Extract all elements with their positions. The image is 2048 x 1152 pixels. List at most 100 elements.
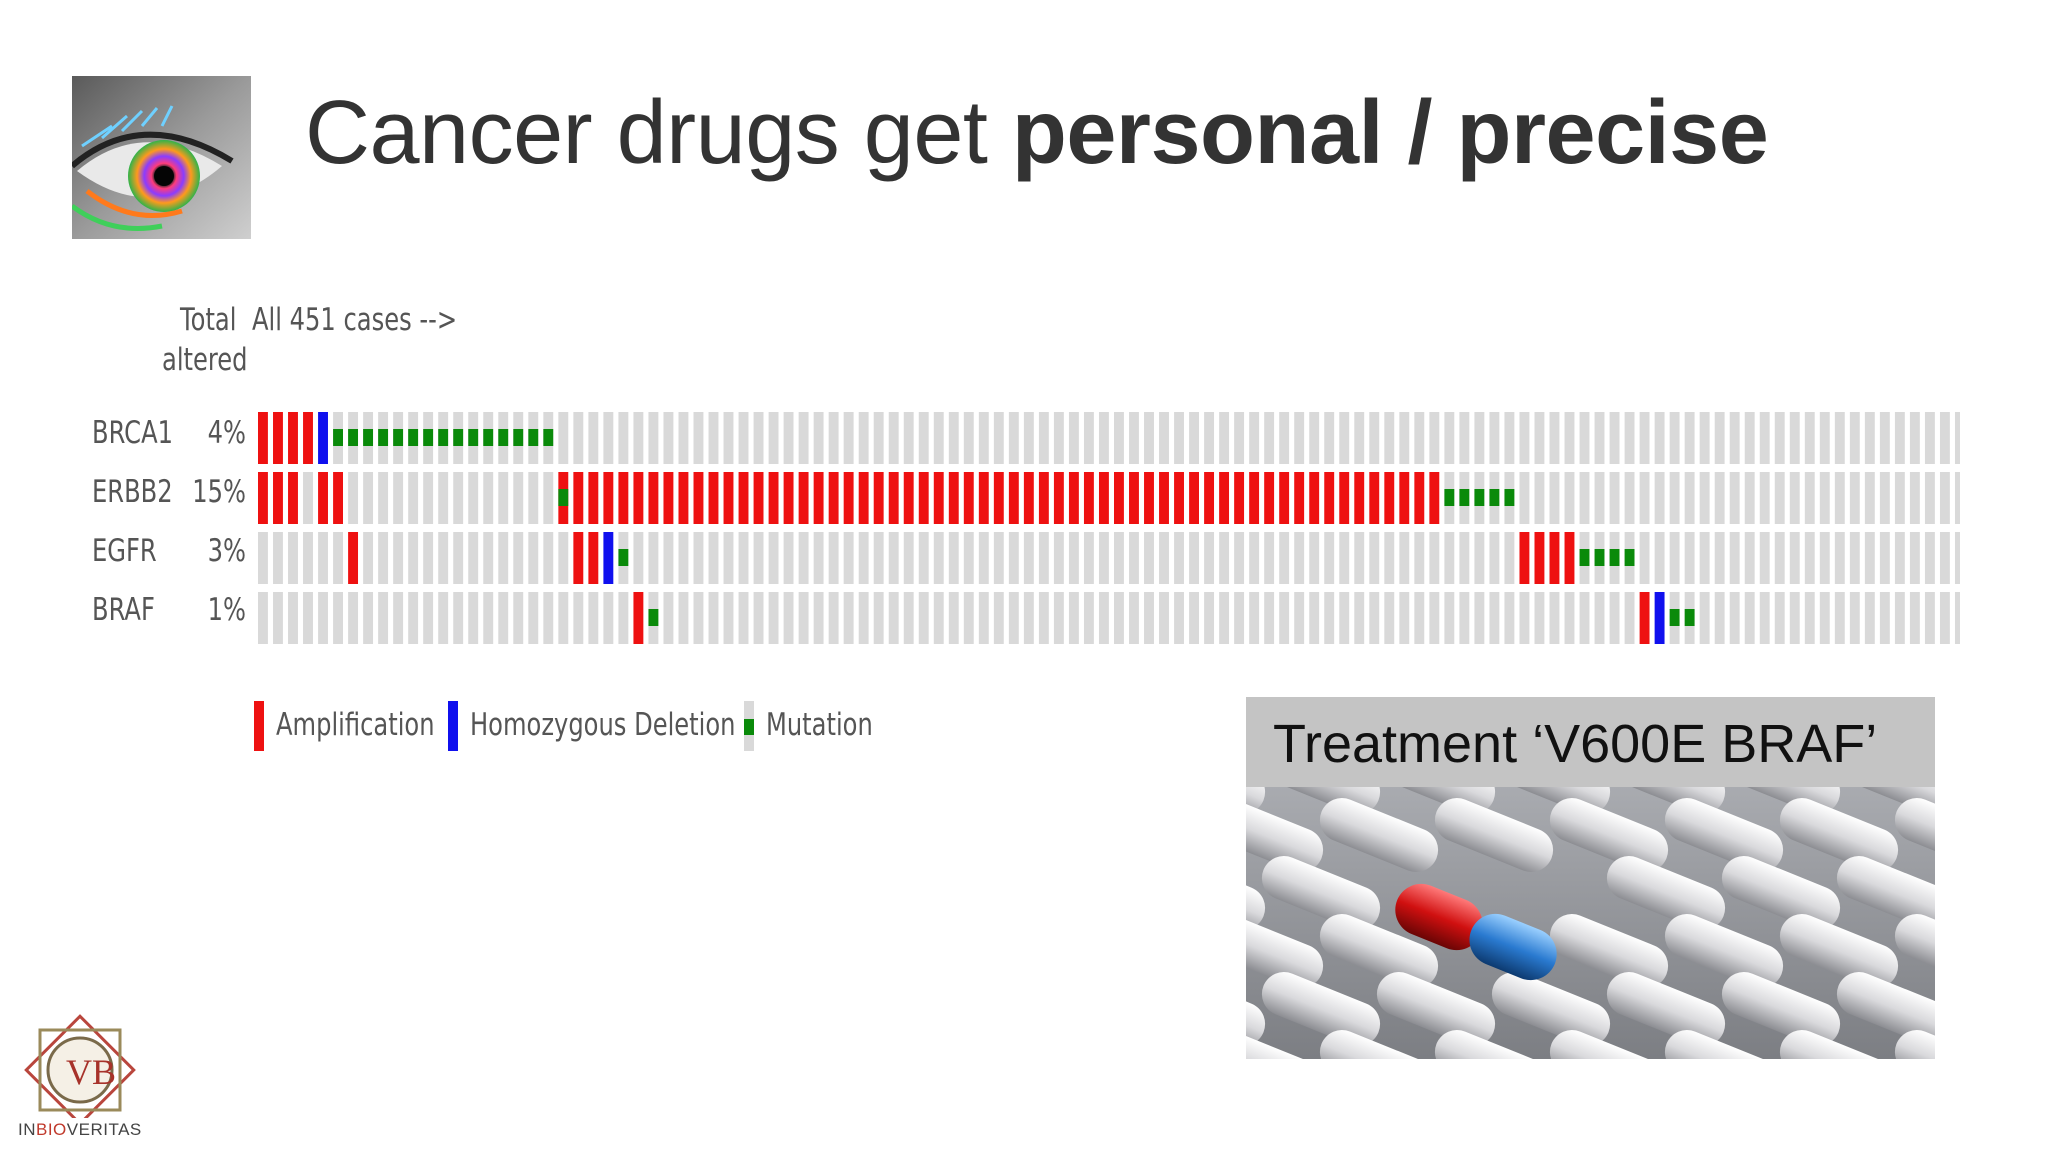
mutation-braf-26 <box>648 609 659 626</box>
amplification-erbb2-29 <box>693 472 704 524</box>
cell-braf-111 <box>1924 592 1935 644</box>
cell-erbb2-95 <box>1684 472 1695 524</box>
cell-braf-61 <box>1174 592 1184 644</box>
cell-egfr-77 <box>1414 532 1425 584</box>
cell-erbb2-103 <box>1804 472 1815 524</box>
mutation-egfr-88 <box>1579 549 1590 566</box>
cell-braf-42 <box>888 592 899 644</box>
cell-egfr-71 <box>1324 532 1335 584</box>
cell-braf-57 <box>1114 592 1124 644</box>
cell-braf-39 <box>843 592 854 644</box>
cell-brca1-48 <box>978 412 989 464</box>
legend-del-label: Homozygous Deletion <box>470 707 736 743</box>
legend-amp-label: Amplification <box>276 707 435 743</box>
amplification-erbb2-70 <box>1309 472 1320 524</box>
amplification-egfr-84 <box>1519 532 1530 584</box>
white-capsule-29 <box>1606 972 1726 1046</box>
mutation-brca1-6 <box>348 429 359 446</box>
mutation-egfr-91 <box>1624 549 1635 566</box>
mutation-brca1-19 <box>543 429 554 446</box>
cell-braf-44 <box>918 592 929 644</box>
cell-braf-65 <box>1234 592 1245 644</box>
cell-braf-89 <box>1594 592 1605 644</box>
cell-egfr-92 <box>1639 532 1650 584</box>
amplification-erbb2-69 <box>1294 472 1305 524</box>
cell-brca1-71 <box>1324 412 1335 464</box>
cell-erbb2-112 <box>1939 472 1950 524</box>
cell-brca1-73 <box>1354 412 1365 464</box>
cell-braf-14 <box>468 592 479 644</box>
cell-brca1-39 <box>843 412 854 464</box>
amplification-erbb2-23 <box>603 472 614 524</box>
white-capsule-33 <box>1319 1030 1439 1059</box>
white-capsule-24 <box>1894 914 1935 988</box>
mutation-braf-95 <box>1684 609 1695 626</box>
cell-egfr-64 <box>1219 532 1230 584</box>
cell-braf-99 <box>1744 592 1755 644</box>
cell-brca1-107 <box>1864 412 1875 464</box>
cell-braf-64 <box>1219 592 1230 644</box>
cell-erbb2-90 <box>1609 472 1620 524</box>
cell-brca1-69 <box>1294 412 1305 464</box>
amplification-erbb2-40 <box>858 472 869 524</box>
cell-braf-58 <box>1129 592 1139 644</box>
header-altered: altered <box>162 342 248 378</box>
cell-brca1-32 <box>738 412 749 464</box>
cell-erbb2-7 <box>363 472 374 524</box>
cell-erbb2-100 <box>1759 472 1770 524</box>
cell-erbb2-97 <box>1714 472 1725 524</box>
cell-braf-34 <box>768 592 779 644</box>
amplification-erbb2-24 <box>618 472 629 524</box>
cell-braf-50 <box>1008 592 1019 644</box>
amplification-erbb2-27 <box>663 472 674 524</box>
cell-brca1-54 <box>1068 412 1079 464</box>
cell-brca1-79 <box>1444 412 1455 464</box>
cell-erbb2-16 <box>498 472 509 524</box>
white-capsule-30 <box>1721 972 1841 1046</box>
pct-egfr: 3% <box>207 533 246 569</box>
cell-brca1-55 <box>1083 412 1094 464</box>
cell-braf-82 <box>1489 592 1500 644</box>
mutation-brca1-18 <box>528 429 539 446</box>
cell-brca1-31 <box>723 412 734 464</box>
cell-egfr-83 <box>1504 532 1515 584</box>
cell-erbb2-94 <box>1669 472 1680 524</box>
cell-egfr-105 <box>1834 532 1845 584</box>
amplification-erbb2-5 <box>333 472 343 524</box>
cell-brca1-25 <box>633 412 644 464</box>
cell-egfr-37 <box>813 532 824 584</box>
mutation-brca1-14 <box>468 429 479 446</box>
cell-brca1-61 <box>1174 412 1184 464</box>
cell-brca1-113 <box>1954 412 1960 464</box>
amplification-erbb2-53 <box>1053 472 1064 524</box>
cell-braf-109 <box>1894 592 1905 644</box>
cell-brca1-46 <box>948 412 959 464</box>
gene-label-brca1: BRCA1 <box>92 415 173 451</box>
cell-braf-51 <box>1023 592 1034 644</box>
cell-egfr-79 <box>1444 532 1455 584</box>
amplification-erbb2-36 <box>798 472 809 524</box>
cell-brca1-43 <box>903 412 914 464</box>
amplification-erbb2-63 <box>1204 472 1215 524</box>
mutation-egfr-24 <box>618 549 629 566</box>
cell-braf-24 <box>618 592 629 644</box>
cell-erbb2-106 <box>1849 472 1860 524</box>
cell-braf-15 <box>483 592 494 644</box>
cell-egfr-33 <box>753 532 764 584</box>
mutation-braf-94 <box>1669 609 1680 626</box>
pills-image <box>1246 740 1935 1059</box>
cell-brca1-36 <box>798 412 809 464</box>
amplification-erbb2-62 <box>1189 472 1199 524</box>
mutation-brca1-7 <box>363 429 374 446</box>
cell-brca1-22 <box>588 412 599 464</box>
amplification-erbb2-78 <box>1429 472 1440 524</box>
cell-egfr-97 <box>1714 532 1725 584</box>
track-egfr <box>258 532 1960 584</box>
amplification-erbb2-74 <box>1369 472 1380 524</box>
cell-egfr-50 <box>1008 532 1019 584</box>
cell-egfr-30 <box>708 532 719 584</box>
cell-erbb2-105 <box>1834 472 1845 524</box>
cell-braf-69 <box>1294 592 1305 644</box>
cell-egfr-61 <box>1174 532 1184 584</box>
white-capsule-38 <box>1894 1030 1935 1059</box>
